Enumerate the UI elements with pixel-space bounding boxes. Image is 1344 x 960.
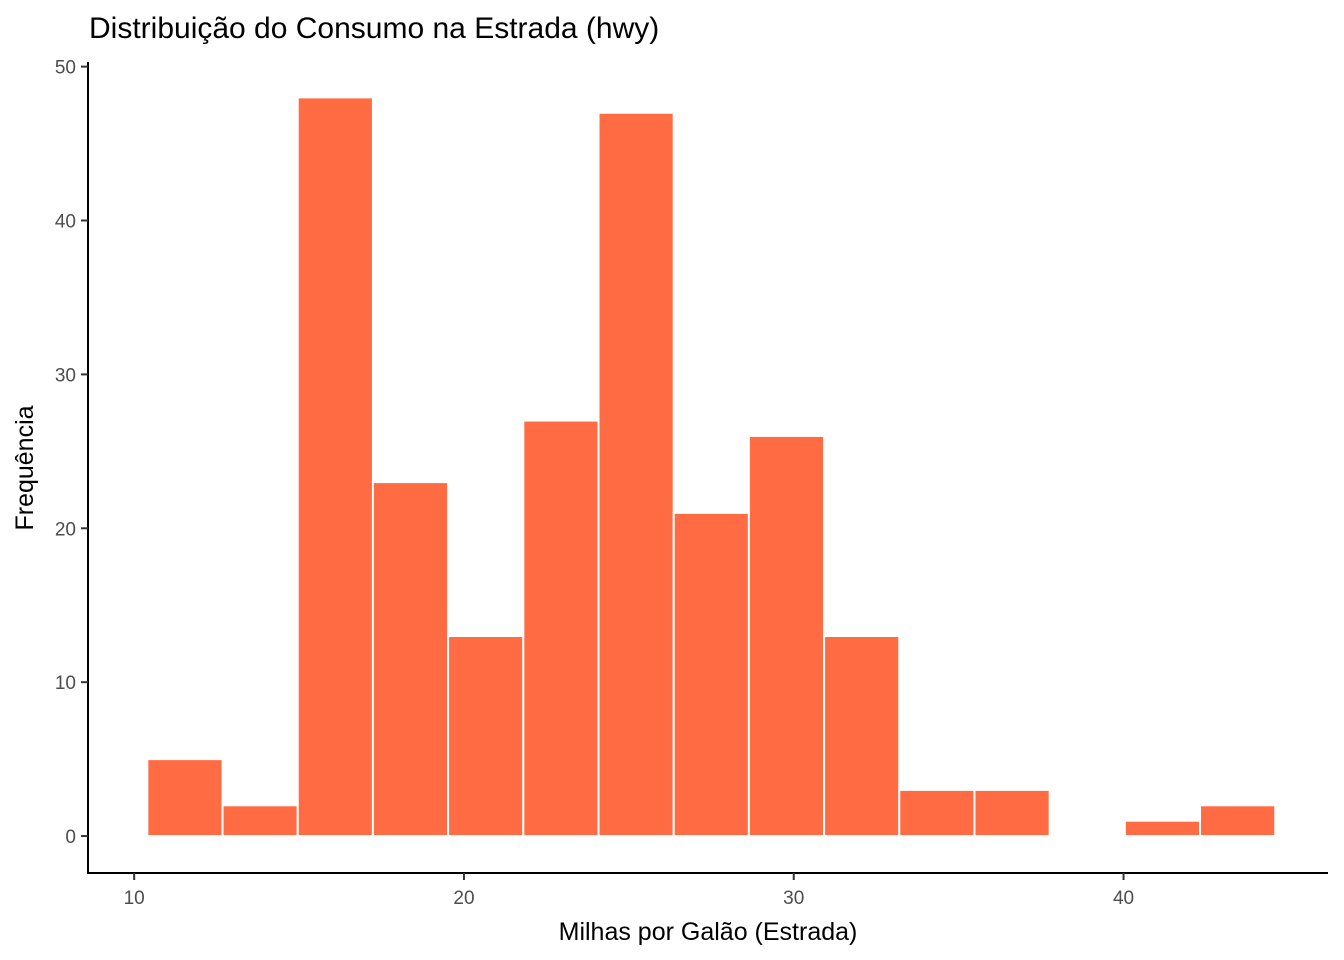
bar-1 — [221, 804, 299, 838]
bar-4 — [447, 635, 525, 838]
x-ticks-group: 10 20 30 40 — [124, 873, 1134, 909]
bar-14 — [1199, 804, 1277, 838]
bar-9 — [823, 635, 901, 838]
y-tick-label: 40 — [55, 212, 76, 233]
x-tick-label: 30 — [783, 888, 804, 909]
bar-5 — [522, 419, 600, 838]
bar-3 — [371, 481, 450, 838]
bar-10 — [898, 788, 976, 838]
bar-13 — [1123, 819, 1202, 838]
y-tick-label: 0 — [65, 827, 76, 848]
chart-title: Distribuição do Consumo na Estrada (hwy) — [89, 12, 659, 45]
y-tick-label: 50 — [55, 58, 76, 79]
bar-0 — [146, 758, 224, 838]
y-ticks-group: 0 10 20 30 40 50 — [55, 58, 88, 848]
bar-7 — [672, 511, 750, 838]
y-tick-label: 10 — [55, 673, 76, 694]
x-tick-label: 40 — [1113, 888, 1134, 909]
bars-group — [146, 96, 1277, 838]
x-tick-label: 10 — [124, 888, 145, 909]
bar-8 — [747, 434, 826, 838]
x-axis-label: Milhas por Galão (Estrada) — [559, 918, 858, 946]
x-tick-label: 20 — [453, 888, 474, 909]
bar-6 — [597, 111, 675, 838]
bar-2 — [296, 96, 374, 838]
bar-11 — [973, 788, 1051, 838]
y-tick-label: 30 — [55, 365, 76, 386]
y-tick-label: 20 — [55, 519, 76, 540]
y-axis-label: Frequência — [11, 405, 39, 530]
